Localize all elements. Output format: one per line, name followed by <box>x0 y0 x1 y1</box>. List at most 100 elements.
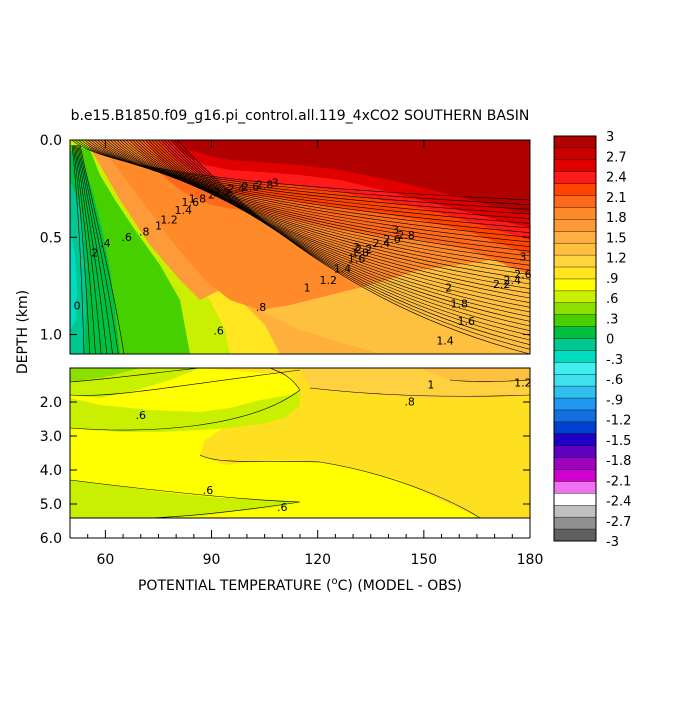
contour-label: 1.2 <box>514 377 532 390</box>
contour-line <box>76 144 108 354</box>
colorbar-swatch <box>554 433 596 447</box>
contour-line <box>106 140 530 252</box>
contour-label: 2.8 <box>256 179 274 192</box>
colorbar-swatch <box>554 219 596 232</box>
bottom-panel <box>70 368 530 518</box>
contour-label: 3 <box>392 223 399 236</box>
contour-label: 0 <box>74 299 81 312</box>
contour-line <box>173 140 530 350</box>
contour-line <box>116 140 530 266</box>
contour-line <box>70 368 301 431</box>
x-tick-label: 150 <box>410 552 437 568</box>
contour-label: .6 <box>277 501 288 514</box>
colorbar-swatch <box>554 350 596 363</box>
top-contours <box>71 140 530 354</box>
colorbar-label: -1.5 <box>606 434 631 449</box>
contour-line <box>73 144 96 354</box>
colorbar-swatch <box>554 136 596 149</box>
contour-line <box>70 479 301 518</box>
colorbar-swatch <box>554 409 596 423</box>
contour-line <box>84 140 530 219</box>
contour-line <box>78 140 530 210</box>
contour-line <box>94 140 530 233</box>
colorbar-label: 2.1 <box>606 191 627 206</box>
y-tick-label: 5.0 <box>40 497 62 513</box>
contour-label: 1.8 <box>351 247 369 260</box>
contour-line <box>129 140 530 285</box>
colorbar-swatch <box>554 278 596 292</box>
y-tick-label: 3.0 <box>40 429 62 445</box>
contour-line <box>77 144 113 354</box>
contour-line <box>100 140 530 243</box>
contour-line <box>138 140 530 299</box>
contour-line <box>72 144 91 354</box>
x-tick-label: 180 <box>517 552 544 568</box>
contour-line <box>141 140 530 303</box>
contour-line <box>154 140 530 322</box>
colorbar-swatch <box>554 469 596 482</box>
contour-label: 2 <box>91 247 98 260</box>
x-axis-label: POTENTIAL TEMPERATURE (oC) (MODEL - OBS) <box>138 576 462 594</box>
contour-label: 1.6 <box>182 196 200 209</box>
colorbar-label: 1.2 <box>606 252 627 267</box>
colorbar-label: -1.2 <box>606 414 631 429</box>
y-axis-top: 0.0 0.5 1.0 <box>40 133 530 344</box>
contour-line <box>132 140 530 289</box>
colorbar-frame <box>553 135 597 542</box>
contour-label: 1.6 <box>458 315 476 328</box>
contour-label: 2.4 <box>228 183 246 196</box>
contour-label: .6 <box>213 325 224 338</box>
contour-line <box>109 140 530 257</box>
contour-label: 1.2 <box>320 274 338 287</box>
colorbar-swatch <box>554 398 596 411</box>
contour-label: 2.6 <box>514 268 532 281</box>
y-tick-label: 6.0 <box>40 531 62 547</box>
x-tick-label: 120 <box>304 552 331 568</box>
colorbar-swatch <box>554 290 596 304</box>
contour-line <box>148 140 530 313</box>
contour-label: 1.8 <box>450 297 468 310</box>
colorbar-swatch <box>554 457 596 470</box>
colorbar-label: -.3 <box>606 353 623 368</box>
contour-line <box>135 140 530 294</box>
contour-label: 2.6 <box>383 233 401 246</box>
colorbar-swatch <box>554 326 596 339</box>
contour-label: 2 <box>445 282 452 295</box>
contour-label: 2.2 <box>493 278 511 291</box>
colorbar-swatch <box>554 207 596 220</box>
colorbar-label: .3 <box>606 312 618 327</box>
contour-line <box>103 140 530 247</box>
colorbar-label: .6 <box>606 292 618 307</box>
y-axis-label: DEPTH (km) <box>15 290 31 374</box>
contour-line <box>75 144 102 354</box>
bottom-contours <box>70 368 530 518</box>
contour-label: 2.6 <box>242 181 260 194</box>
contour-line <box>87 140 530 224</box>
x-axis-label-superscript: o <box>332 576 338 587</box>
colorbar-swatch <box>554 302 596 315</box>
contour-line <box>157 140 530 327</box>
contour-label: .6 <box>203 484 214 497</box>
contour-line <box>160 140 530 331</box>
colorbar-swatch <box>554 171 596 184</box>
contour-label: 1.4 <box>436 334 454 347</box>
contour-line <box>176 140 530 354</box>
contour-label: 2 <box>208 188 215 201</box>
colorbar-label: 0 <box>606 333 614 348</box>
colorbar-swatch <box>554 243 596 256</box>
colorbar-label: 2.7 <box>606 150 627 165</box>
colorbar-swatch <box>554 374 596 387</box>
colorbar-swatch <box>554 421 596 435</box>
contour-label: .4 <box>100 237 111 250</box>
y-tick-label: 2.0 <box>40 395 62 411</box>
contour-label: 2 <box>353 241 360 254</box>
chart-title: b.e15.B1850.f09_g16.pi_control.all.119_4… <box>71 108 530 124</box>
y-tick-label: 1.0 <box>40 328 62 344</box>
x-tick-label: 90 <box>203 552 221 568</box>
x-axis: 60 90 120 150 180 <box>69 140 544 568</box>
colorbar-swatch <box>554 529 596 542</box>
colorbar-label: -1.8 <box>606 454 631 469</box>
colorbar-swatch <box>554 147 596 161</box>
contour-label: .8 <box>404 395 415 408</box>
